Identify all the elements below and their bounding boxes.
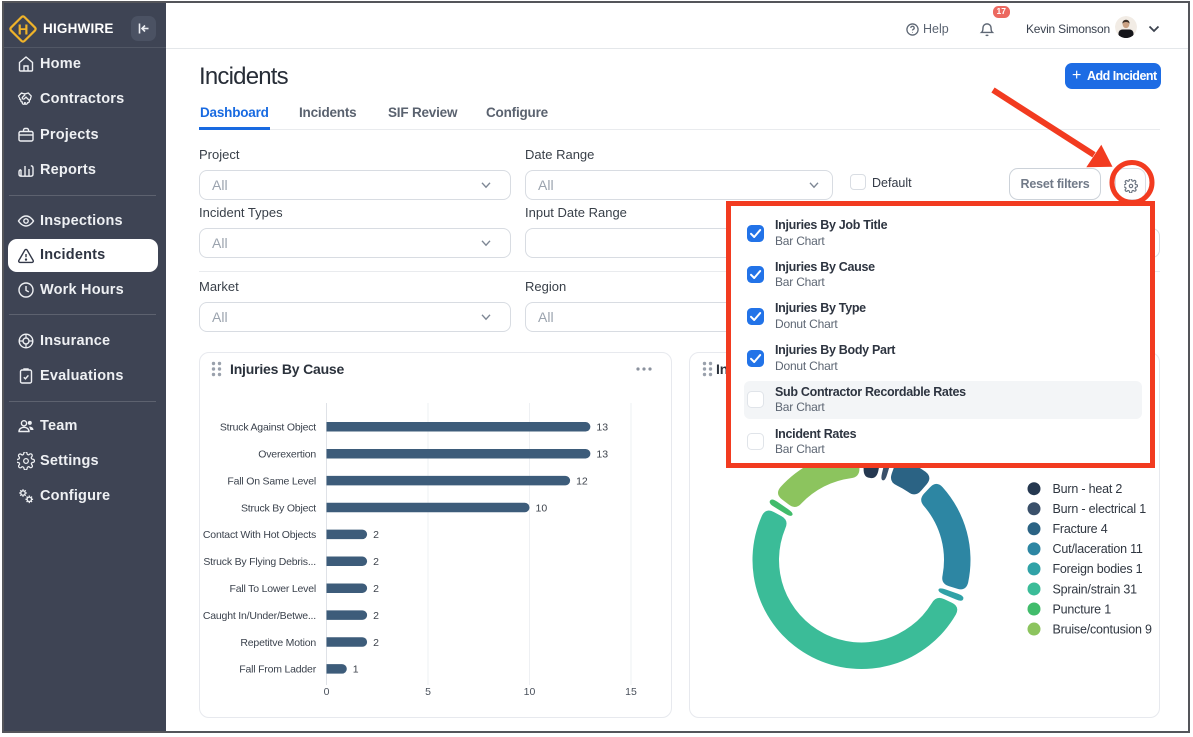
svg-text:Fall To Lower Level: Fall To Lower Level <box>230 583 316 595</box>
svg-text:Repetitve Motion: Repetitve Motion <box>240 637 316 649</box>
svg-text:Cut/laceration 11: Cut/laceration 11 <box>1053 542 1143 556</box>
svg-text:Struck By Flying Debris...: Struck By Flying Debris... <box>203 556 316 568</box>
svg-text:2: 2 <box>373 637 379 649</box>
svg-text:10: 10 <box>524 686 536 698</box>
svg-text:Fall On Same Level: Fall On Same Level <box>227 475 316 487</box>
svg-text:Fall From Ladder: Fall From Ladder <box>239 664 316 676</box>
svg-text:Overexertion: Overexertion <box>258 448 316 460</box>
svg-text:1: 1 <box>353 664 359 676</box>
svg-text:2: 2 <box>373 556 379 568</box>
svg-text:Struck By Object: Struck By Object <box>241 502 316 514</box>
svg-text:13: 13 <box>596 448 608 460</box>
svg-text:15: 15 <box>625 686 637 698</box>
svg-text:Fracture 4: Fracture 4 <box>1053 522 1108 536</box>
svg-text:2: 2 <box>373 610 379 622</box>
svg-text:H: H <box>18 22 29 39</box>
svg-text:Sprain/strain 31: Sprain/strain 31 <box>1053 582 1138 596</box>
svg-text:Bruise/contusion 9: Bruise/contusion 9 <box>1053 622 1152 636</box>
svg-text:Struck Against Object: Struck Against Object <box>220 422 316 434</box>
svg-text:12: 12 <box>576 475 588 487</box>
svg-text:2: 2 <box>373 529 379 541</box>
svg-text:Burn - electrical 1: Burn - electrical 1 <box>1053 502 1147 516</box>
svg-text:13: 13 <box>596 422 608 434</box>
svg-text:Puncture 1: Puncture 1 <box>1053 602 1112 616</box>
svg-text:5: 5 <box>425 686 431 698</box>
svg-text:10: 10 <box>536 502 548 514</box>
svg-text:Burn - heat 2: Burn - heat 2 <box>1053 482 1123 496</box>
svg-text:Foreign bodies 1: Foreign bodies 1 <box>1053 562 1143 576</box>
svg-text:0: 0 <box>324 686 330 698</box>
svg-text:2: 2 <box>373 583 379 595</box>
svg-text:Contact With Hot Objects: Contact With Hot Objects <box>203 529 316 541</box>
svg-text:Caught In/Under/Betwe...: Caught In/Under/Betwe... <box>203 610 316 622</box>
